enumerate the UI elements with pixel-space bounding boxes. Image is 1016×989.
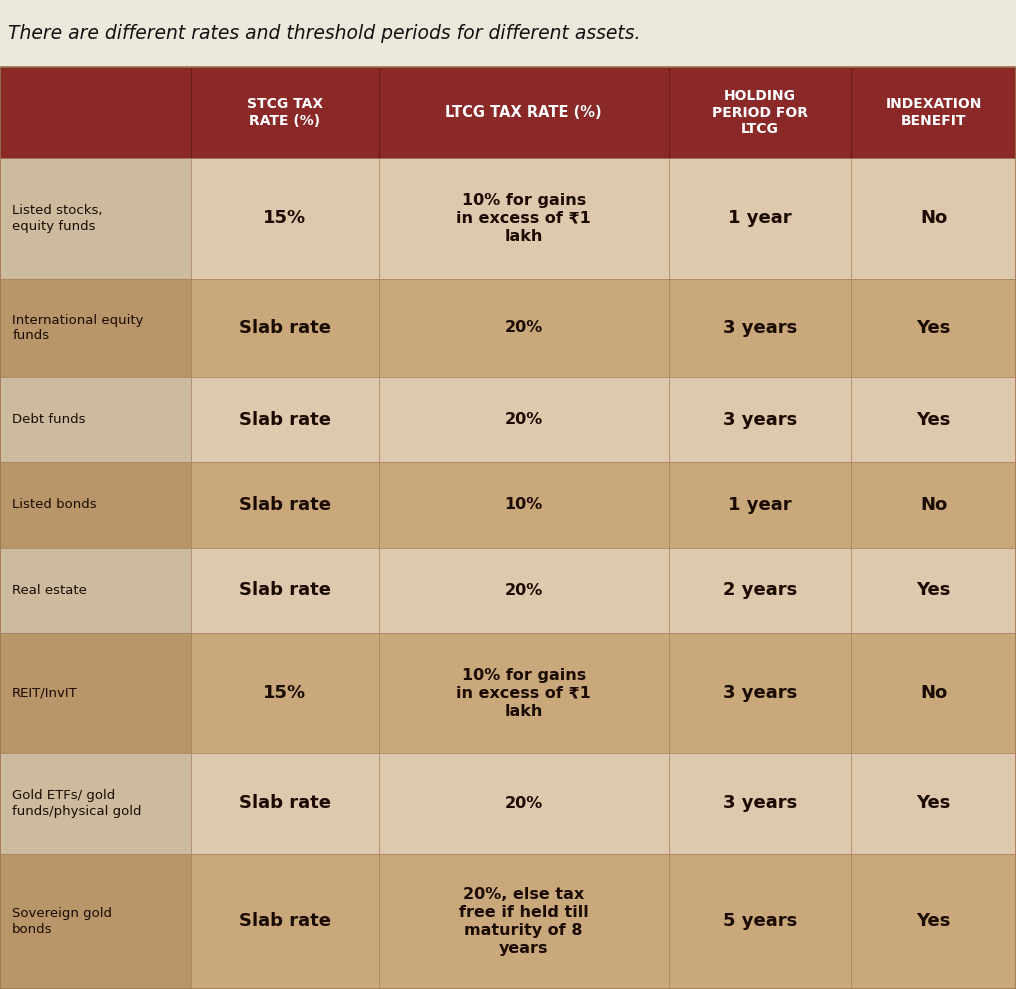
Text: REIT/InvIT: REIT/InvIT [12, 686, 78, 699]
Bar [379, 754, 669, 854]
Bar [851, 279, 1016, 377]
Text: 3 years: 3 years [722, 684, 798, 702]
Bar [0, 548, 191, 633]
Text: 3 years: 3 years [722, 318, 798, 337]
Text: Slab rate: Slab rate [239, 318, 331, 337]
Bar [669, 279, 851, 377]
Text: 10% for gains
in excess of ₹1
lakh: 10% for gains in excess of ₹1 lakh [456, 193, 591, 244]
Bar [379, 158, 669, 279]
Text: 15%: 15% [263, 210, 307, 227]
Text: No: No [920, 210, 947, 227]
Text: HOLDING
PERIOD FOR
LTCG: HOLDING PERIOD FOR LTCG [712, 89, 808, 136]
Bar [0, 158, 191, 279]
Bar [191, 633, 379, 754]
Bar [379, 462, 669, 548]
Text: Yes: Yes [916, 318, 951, 337]
Text: Listed stocks,
equity funds: Listed stocks, equity funds [12, 204, 103, 232]
Bar [191, 377, 379, 462]
Text: 20%, else tax
free if held till
maturity of 8
years: 20%, else tax free if held till maturity… [459, 887, 588, 955]
Bar [851, 633, 1016, 754]
Text: 20%: 20% [505, 583, 543, 597]
Text: Slab rate: Slab rate [239, 794, 331, 812]
Bar [669, 67, 851, 158]
Text: 20%: 20% [505, 796, 543, 811]
Text: Yes: Yes [916, 410, 951, 428]
Bar [191, 754, 379, 854]
Text: No: No [920, 495, 947, 514]
Text: 10%: 10% [505, 497, 543, 512]
Text: Slab rate: Slab rate [239, 410, 331, 428]
Text: Listed bonds: Listed bonds [12, 498, 97, 511]
Text: There are different rates and threshold periods for different assets.: There are different rates and threshold … [8, 24, 641, 44]
Bar [379, 548, 669, 633]
Text: No: No [920, 684, 947, 702]
Text: 10% for gains
in excess of ₹1
lakh: 10% for gains in excess of ₹1 lakh [456, 668, 591, 719]
Bar [669, 633, 851, 754]
Text: INDEXATION
BENEFIT: INDEXATION BENEFIT [886, 97, 981, 129]
Bar [0, 462, 191, 548]
Text: Slab rate: Slab rate [239, 582, 331, 599]
Text: Yes: Yes [916, 582, 951, 599]
Bar [0, 0, 1016, 67]
Bar [379, 633, 669, 754]
Bar [669, 754, 851, 854]
Bar [851, 754, 1016, 854]
Bar [379, 67, 669, 158]
Bar [191, 67, 379, 158]
Text: Slab rate: Slab rate [239, 495, 331, 514]
Bar [191, 548, 379, 633]
Text: 3 years: 3 years [722, 410, 798, 428]
Bar [379, 279, 669, 377]
Bar [851, 462, 1016, 548]
Bar [669, 462, 851, 548]
Text: 20%: 20% [505, 412, 543, 427]
Bar [851, 548, 1016, 633]
Bar [0, 854, 191, 989]
Bar [851, 158, 1016, 279]
Text: Gold ETFs/ gold
funds/physical gold: Gold ETFs/ gold funds/physical gold [12, 789, 141, 818]
Text: LTCG TAX RATE (%): LTCG TAX RATE (%) [445, 105, 602, 121]
Bar [191, 279, 379, 377]
Text: Yes: Yes [916, 912, 951, 931]
Bar [191, 158, 379, 279]
Bar [0, 754, 191, 854]
Bar [669, 377, 851, 462]
Bar [669, 158, 851, 279]
Bar [669, 854, 851, 989]
Bar [851, 377, 1016, 462]
Bar [0, 377, 191, 462]
Bar [851, 67, 1016, 158]
Bar [379, 854, 669, 989]
Text: Debt funds: Debt funds [12, 413, 85, 426]
Bar [0, 279, 191, 377]
Bar [379, 377, 669, 462]
Bar [0, 67, 191, 158]
Text: 1 year: 1 year [728, 495, 791, 514]
Text: Yes: Yes [916, 794, 951, 812]
Text: 1 year: 1 year [728, 210, 791, 227]
Text: International equity
funds: International equity funds [12, 314, 143, 342]
Text: 2 years: 2 years [722, 582, 798, 599]
Text: 3 years: 3 years [722, 794, 798, 812]
Text: Sovereign gold
bonds: Sovereign gold bonds [12, 907, 112, 936]
Bar [191, 462, 379, 548]
Text: 5 years: 5 years [722, 912, 798, 931]
Text: Real estate: Real estate [12, 584, 87, 596]
Text: STCG TAX
RATE (%): STCG TAX RATE (%) [247, 97, 323, 129]
Text: 20%: 20% [505, 320, 543, 335]
Text: 15%: 15% [263, 684, 307, 702]
Bar [0, 633, 191, 754]
Text: Slab rate: Slab rate [239, 912, 331, 931]
Bar [851, 854, 1016, 989]
Bar [191, 854, 379, 989]
Bar [669, 548, 851, 633]
